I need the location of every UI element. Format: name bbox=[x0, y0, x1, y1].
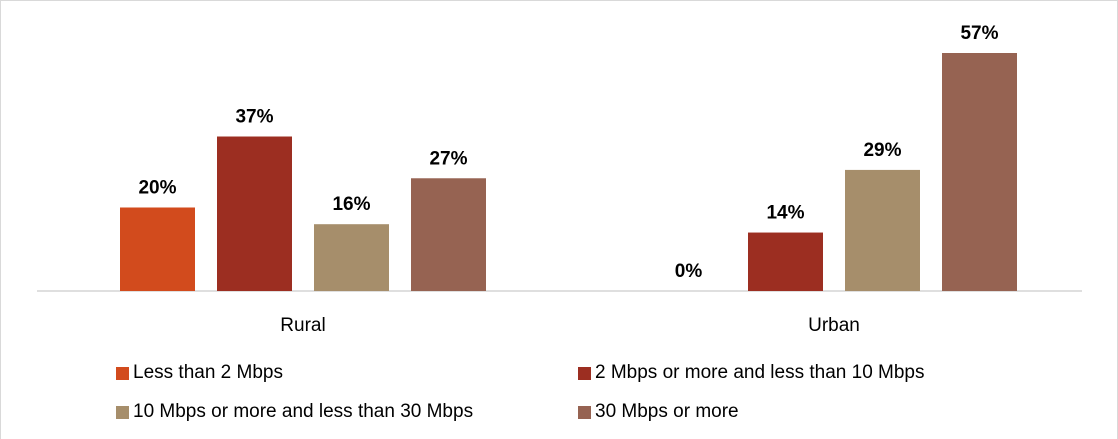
bar-urban-series-4 bbox=[942, 53, 1017, 291]
bar-rural-series-3 bbox=[314, 224, 389, 291]
legend-label-4: 30 Mbps or more bbox=[595, 401, 739, 422]
legend-item-2: 2 Mbps or more and less than 10 Mbps bbox=[578, 362, 925, 384]
data-label-rural-series-4: 27% bbox=[429, 148, 467, 169]
legend-swatch-2 bbox=[578, 366, 591, 380]
legend-item-3: 10 Mbps or more and less than 30 Mbps bbox=[116, 401, 473, 423]
data-label-urban-series-4: 57% bbox=[960, 23, 998, 44]
data-label-urban-series-2: 14% bbox=[766, 203, 804, 224]
category-label-rural: Rural bbox=[280, 315, 325, 336]
category-label-urban: Urban bbox=[808, 315, 860, 336]
bar-rural-series-1 bbox=[120, 207, 195, 291]
legend-label-1: Less than 2 Mbps bbox=[133, 362, 283, 383]
bar-urban-series-3 bbox=[845, 169, 920, 291]
legend-item-1: Less than 2 Mbps bbox=[116, 362, 283, 384]
bar-rural-series-4 bbox=[411, 178, 486, 291]
legend-swatch-3 bbox=[116, 405, 129, 419]
data-label-urban-series-3: 29% bbox=[863, 140, 901, 161]
bar-urban-series-2 bbox=[748, 232, 823, 291]
data-label-urban-series-1: 0% bbox=[675, 261, 703, 282]
data-label-rural-series-2: 37% bbox=[235, 107, 273, 128]
legend-swatch-4 bbox=[578, 405, 591, 419]
legend-label-2: 2 Mbps or more and less than 10 Mbps bbox=[595, 362, 925, 383]
data-label-rural-series-1: 20% bbox=[138, 177, 176, 198]
legend-item-4: 30 Mbps or more bbox=[578, 401, 739, 423]
data-label-rural-series-3: 16% bbox=[332, 194, 370, 215]
legend-label-3: 10 Mbps or more and less than 30 Mbps bbox=[133, 401, 474, 422]
legend-swatch-1 bbox=[116, 366, 129, 380]
bar-rural-series-2 bbox=[217, 136, 292, 291]
